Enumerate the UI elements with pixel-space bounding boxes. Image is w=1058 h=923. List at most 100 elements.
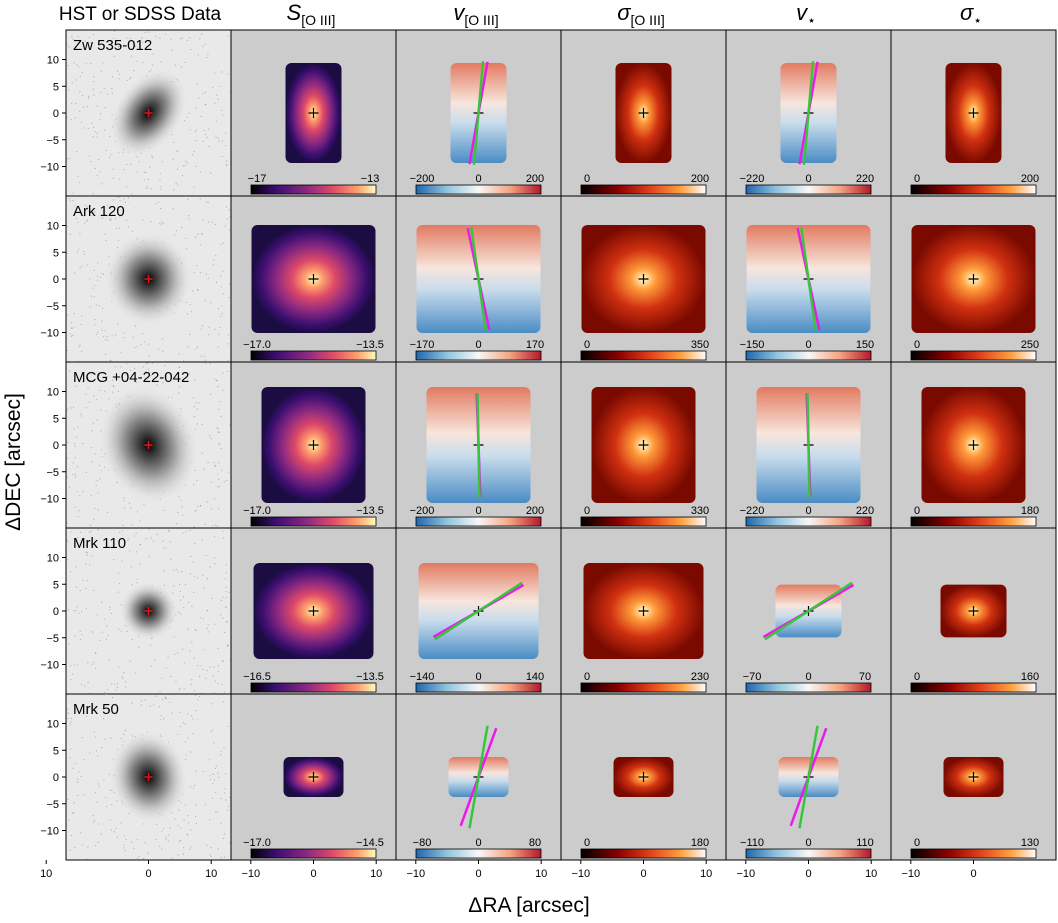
x-tick-label: 10 — [205, 868, 217, 880]
y-tick-label: 0 — [53, 772, 59, 784]
colorbar-min: 0 — [914, 173, 920, 185]
map-panel-r4-c4: −110 0 110 — [726, 694, 891, 860]
colorbar — [746, 517, 871, 526]
colorbar — [251, 849, 376, 858]
colorbar-max: 160 — [1021, 671, 1039, 683]
hst-panel-4: Mrk 50 — [66, 693, 231, 860]
colorbar — [581, 185, 706, 194]
colorbar — [746, 185, 871, 194]
map-panel-r3-c2: −140 0 140 — [396, 528, 561, 694]
map-panel-r0-c1: −17 −13 — [231, 30, 396, 196]
colorbar-max: 230 — [691, 671, 709, 683]
colorbar-min: −150 — [740, 339, 765, 351]
colorbar-min: 0 — [584, 671, 590, 683]
y-tick-label: −10 — [40, 494, 59, 506]
map-panel-r1-c4: −150 0 150 — [726, 196, 891, 362]
colorbar — [251, 683, 376, 692]
colorbar-min: 0 — [584, 837, 590, 849]
colorbar-mid: 0 — [475, 671, 481, 683]
colorbar-mid: 0 — [475, 505, 481, 517]
colorbar-max: 350 — [691, 339, 709, 351]
colorbar — [581, 683, 706, 692]
colorbar — [911, 683, 1036, 692]
map-panel-r4-c1: −17.0 −14.5 — [231, 694, 396, 860]
colorbar-max: 200 — [526, 505, 544, 517]
colorbar — [416, 351, 541, 360]
colorbar — [581, 849, 706, 858]
colorbar-min: −17.0 — [243, 339, 271, 351]
x-tick-label: −10 — [901, 868, 920, 880]
map-panel-r4-c3: 0 180 — [561, 694, 726, 860]
colorbar-max: 200 — [691, 173, 709, 185]
map-panel-r4-c5: 0 130 — [891, 694, 1056, 860]
colorbar-mid: 0 — [805, 671, 811, 683]
colorbar-mid: 0 — [475, 173, 481, 185]
x-tick-label: −10 — [736, 868, 755, 880]
x-axis-label: ΔRA [arcsec] — [468, 894, 589, 917]
galaxy-name: Zw 535-012 — [73, 37, 152, 54]
colorbar-min: −17.0 — [243, 837, 271, 849]
column-header-0: HST or SDSS Data — [59, 4, 222, 25]
map-panel-r1-c3: 0 350 — [561, 196, 726, 362]
colorbar — [746, 351, 871, 360]
column-header-3: σ[O III] — [617, 0, 665, 28]
colorbar-min: 0 — [914, 837, 920, 849]
column-header-1: S[O III] — [287, 0, 336, 28]
colorbar — [251, 351, 376, 360]
hst-panel-1: Ark 120 — [66, 196, 231, 363]
y-tick-label: 0 — [53, 108, 59, 120]
colorbar-max: 80 — [529, 837, 541, 849]
x-tick-label: 10 — [535, 868, 547, 880]
x-tick-label: 10 — [865, 868, 877, 880]
colorbar-min: 0 — [914, 505, 920, 517]
y-tick-label: 10 — [47, 387, 59, 399]
colorbar-min: −17 — [248, 173, 267, 185]
colorbar — [251, 517, 376, 526]
map-panel-r1-c1: −17.0 −13.5 — [231, 196, 396, 362]
colorbar-mid: 0 — [805, 173, 811, 185]
colorbar-max: −14.5 — [356, 837, 384, 849]
map-panel-r3-c5: 0 160 — [891, 528, 1056, 694]
galaxy-name: MCG +04-22-042 — [73, 369, 189, 386]
colorbar-max: 220 — [856, 173, 874, 185]
colorbar-max: 110 — [856, 837, 874, 849]
column-header-5: σ⋆ — [960, 0, 982, 28]
map-panel-r3-c4: −70 0 70 — [726, 528, 891, 694]
colorbar-min: −16.5 — [243, 671, 271, 683]
colorbar-min: −200 — [410, 173, 435, 185]
colorbar-max: 140 — [526, 671, 544, 683]
map-panel-r1-c5: 0 250 — [891, 196, 1056, 362]
colorbar — [416, 185, 541, 194]
colorbar-min: −170 — [410, 339, 435, 351]
hst-panel-3: Mrk 110 — [66, 528, 231, 694]
colorbar — [911, 849, 1036, 858]
map-panel-r2-c2: −200 0 200 — [396, 362, 561, 528]
y-tick-label: 5 — [53, 247, 59, 259]
galaxy-name: Ark 120 — [73, 203, 125, 220]
map-panel-r2-c5: 0 180 — [891, 362, 1056, 528]
colorbar-max: 170 — [526, 339, 544, 351]
map-panel-r0-c3: 0 200 — [561, 30, 726, 196]
colorbar-min: −220 — [740, 505, 765, 517]
colorbar-min: 0 — [914, 671, 920, 683]
map-panel-r4-c2: −80 0 80 — [396, 694, 561, 860]
colorbar-max: 180 — [691, 837, 709, 849]
colorbar — [581, 517, 706, 526]
x-tick-label: 0 — [805, 868, 811, 880]
colorbar-mid: 0 — [475, 339, 481, 351]
x-tick-label: 10 — [700, 868, 712, 880]
y-tick-label: −5 — [46, 301, 59, 313]
colorbar-mid: 0 — [805, 339, 811, 351]
colorbar-min: −80 — [413, 837, 432, 849]
colorbar-max: 330 — [691, 505, 709, 517]
hst-panel-0: Zw 535-012 — [66, 30, 231, 196]
colorbar — [416, 517, 541, 526]
colorbar — [746, 849, 871, 858]
y-tick-label: −10 — [40, 660, 59, 672]
colorbar-mid: 0 — [805, 837, 811, 849]
y-tick-label: −5 — [46, 467, 59, 479]
colorbar-min: −17.0 — [243, 505, 271, 517]
colorbar-max: 130 — [1021, 837, 1039, 849]
x-tick-label: 10 — [370, 868, 382, 880]
colorbar-min: 0 — [584, 505, 590, 517]
